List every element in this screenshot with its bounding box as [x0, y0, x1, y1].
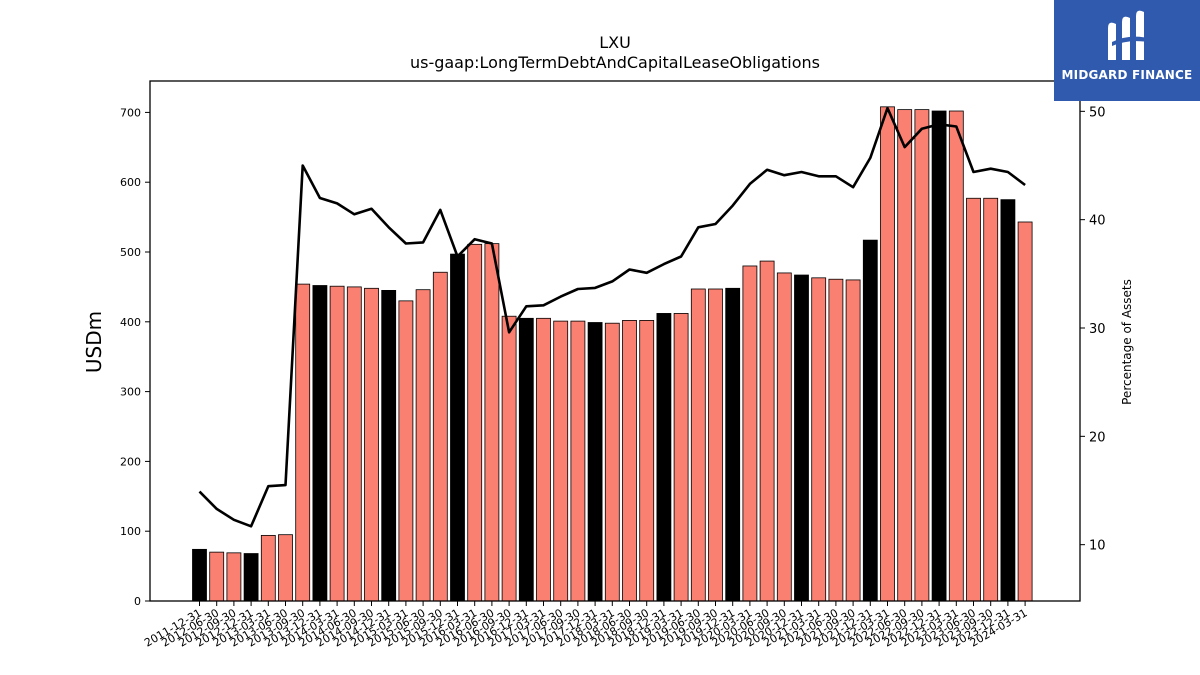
bar-2020-09-30: [776, 272, 792, 602]
bar-2018-06-30: [622, 320, 637, 602]
bar-2019-06-30: [690, 288, 706, 602]
bar-2015-12-31: [450, 253, 465, 602]
bar-2016-12-31: [518, 317, 534, 602]
logo-text: MIDGARD FINANCE: [1061, 68, 1193, 82]
bar-2023-06-30: [966, 197, 981, 602]
bar-2016-09-30: [501, 315, 517, 602]
midgard-finance-logo: MIDGARD FINANCE: [1054, 0, 1200, 101]
bar-2017-12-31: [587, 322, 603, 602]
bar-2015-06-30: [415, 289, 431, 602]
bar-2020-03-31: [742, 265, 758, 602]
bar-2015-03-31: [398, 300, 414, 602]
bar-2021-12-31: [862, 239, 878, 602]
y2-axis-label: Percentage of Assets: [1120, 279, 1134, 405]
bar-2023-03-31: [948, 110, 964, 602]
bar-2017-09-30: [570, 320, 586, 602]
series-line-percentage-of-assets: [198, 106, 1026, 528]
bars-group: [192, 106, 1033, 602]
bar-2013-12-31: [312, 285, 328, 602]
bar-2012-09-30: [226, 552, 242, 602]
chart-subtitle: us-gaap:LongTermDebtAndCapitalLeaseOblig…: [410, 53, 820, 72]
y-tick-label: 600: [120, 176, 141, 189]
y2-tick-label: 40: [1089, 214, 1106, 229]
bar-2014-06-30: [346, 286, 362, 602]
y2-tick-label: 30: [1089, 322, 1106, 337]
chart-title: LXU: [599, 33, 631, 52]
bar-2023-09-30: [983, 197, 999, 602]
y-tick-label: 700: [120, 106, 141, 119]
bar-2012-06-30: [209, 551, 225, 602]
bar-2018-12-31: [656, 313, 672, 602]
bar-2022-06-30: [897, 109, 913, 602]
bar-2020-12-31: [794, 274, 809, 602]
bar-2013-06-30: [278, 534, 293, 602]
y2-tick-label: 10: [1089, 539, 1106, 554]
bar-2017-03-31: [536, 317, 551, 602]
line-group: [198, 106, 1026, 528]
bar-2022-09-30: [914, 109, 930, 602]
y-tick-label: 200: [120, 455, 141, 468]
y-tick-label: 100: [120, 525, 141, 538]
midgard-logo-icon: [1108, 10, 1148, 61]
axes-group: 010020030040050060070010203040502011-12-…: [120, 80, 1106, 650]
bar-2018-09-30: [639, 320, 655, 602]
bar-2022-12-31: [931, 110, 947, 602]
plot-frame: [149, 80, 1081, 602]
bar-2017-06-30: [553, 320, 569, 602]
bar-2021-06-30: [828, 278, 844, 602]
bar-2021-03-31: [811, 277, 827, 602]
bar-2018-03-31: [604, 322, 620, 602]
bar-2016-03-31: [467, 243, 483, 602]
y2-tick-label: 20: [1089, 430, 1106, 445]
bar-2013-09-30: [295, 283, 311, 602]
bar-2014-03-31: [329, 285, 345, 602]
bar-2023-12-31: [1000, 199, 1016, 602]
bar-2019-09-30: [708, 288, 723, 602]
y2-tick-label: 50: [1089, 105, 1106, 120]
bar-2019-03-31: [673, 313, 689, 602]
y-tick-label: 400: [120, 316, 141, 329]
bar-2015-09-30: [432, 271, 448, 602]
bar-2013-03-31: [260, 534, 276, 602]
bar-2021-09-30: [845, 279, 861, 602]
y-tick-label: 300: [120, 386, 141, 399]
bar-2016-06-30: [484, 243, 500, 602]
bar-2014-09-30: [364, 287, 379, 602]
bar-2020-06-30: [759, 260, 775, 602]
y-tick-label: 500: [120, 246, 141, 259]
bar-2011-12-31: [192, 548, 207, 602]
bar-2022-03-31: [880, 106, 895, 602]
bar-2024-03-31: [1017, 221, 1033, 602]
bar-2019-12-31: [725, 287, 741, 602]
y-tick-label: 0: [134, 595, 141, 608]
y-axis-label: USDm: [82, 311, 106, 373]
bar-2012-12-31: [243, 553, 259, 602]
bar-2014-12-31: [381, 289, 397, 602]
